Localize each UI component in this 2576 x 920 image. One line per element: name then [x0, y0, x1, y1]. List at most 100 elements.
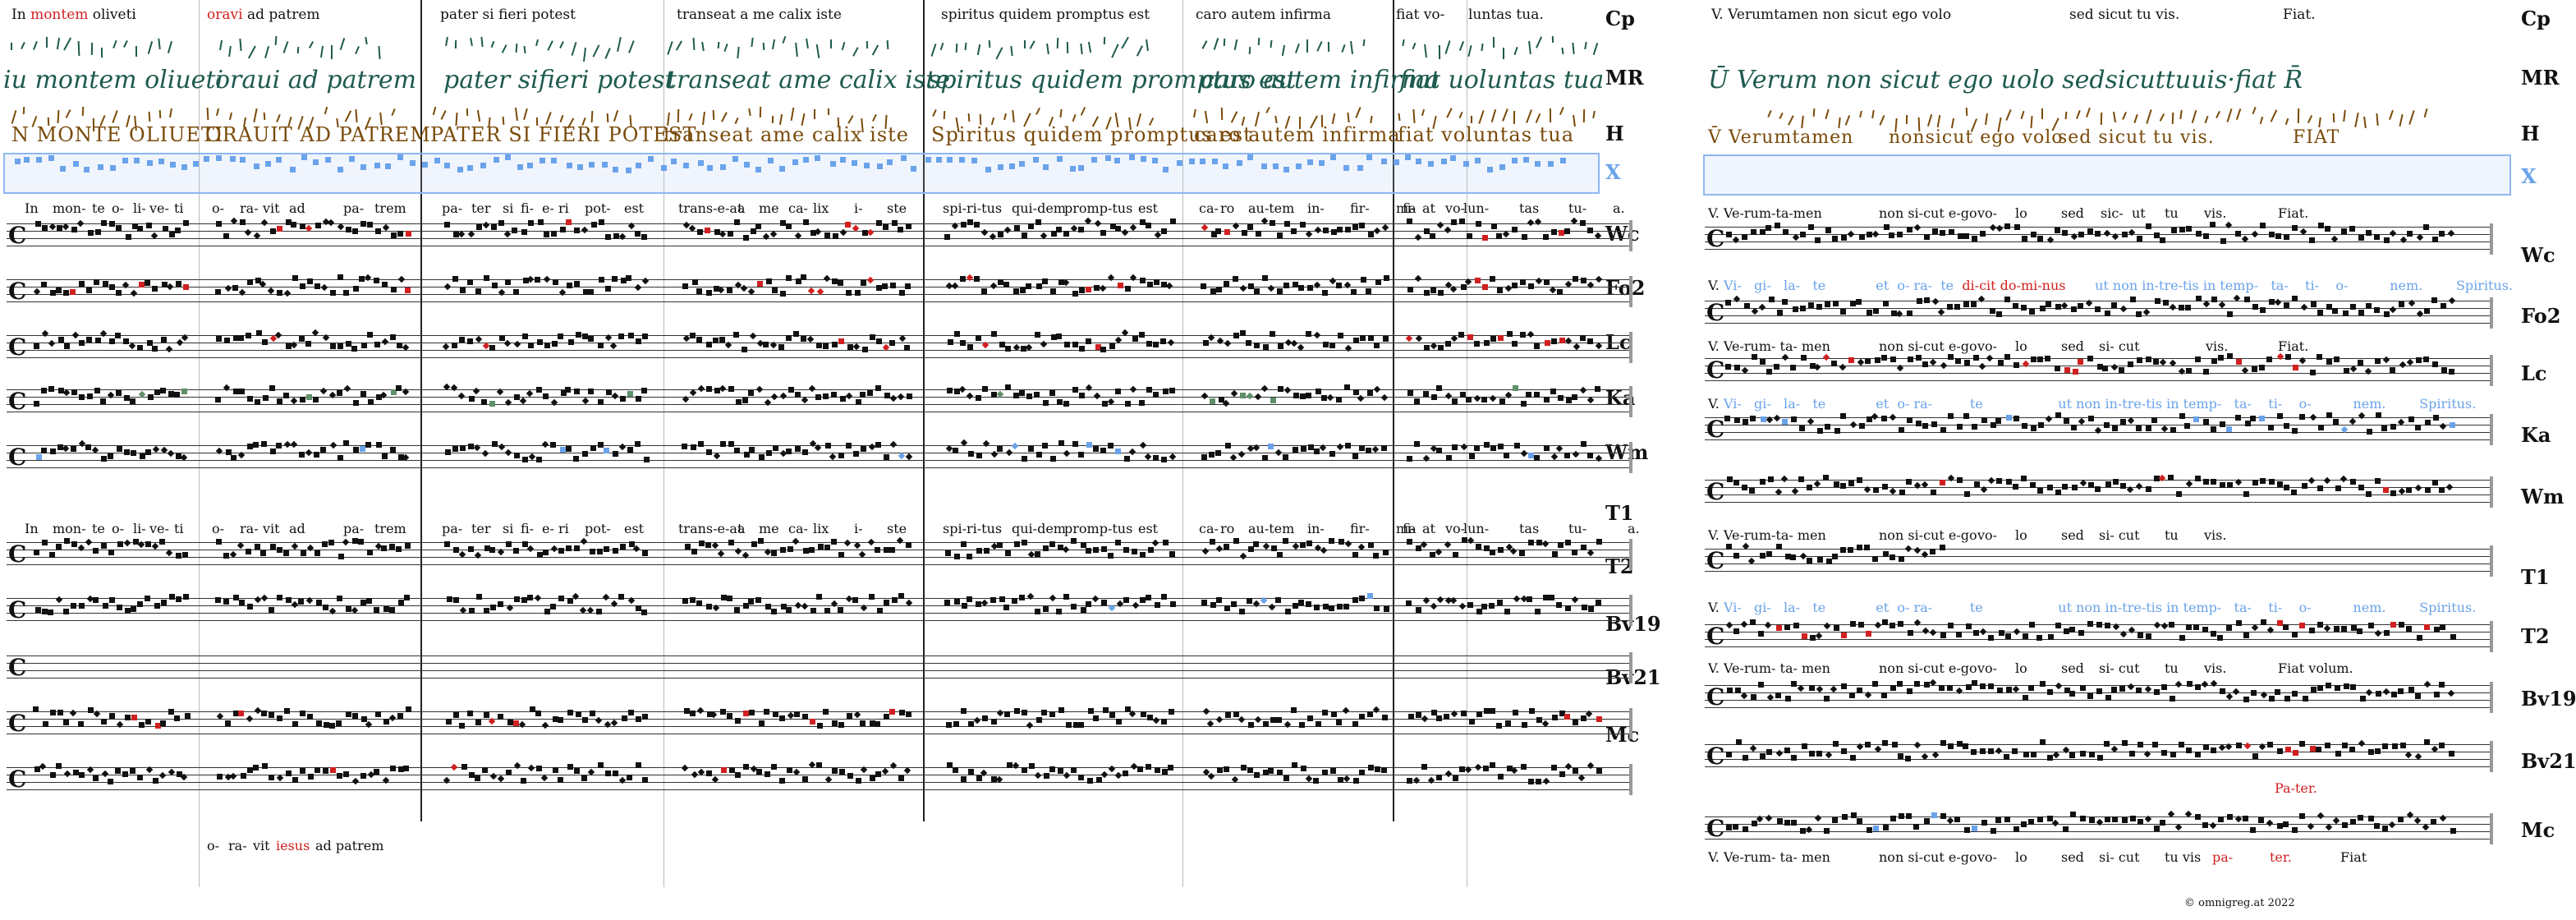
note — [2310, 301, 2317, 307]
note — [560, 447, 567, 453]
h-neume-mark — [1204, 110, 1209, 123]
syllable: et o- ra- te — [1825, 396, 1983, 412]
note — [261, 763, 268, 769]
note — [801, 336, 807, 342]
mr-neume-mark — [1136, 44, 1144, 56]
note — [315, 720, 322, 726]
note — [1586, 228, 1593, 233]
note — [1899, 490, 1905, 495]
note — [1481, 397, 1487, 402]
syllable: la- — [1770, 396, 1801, 412]
note — [1866, 827, 1872, 833]
clef-icon: C — [1706, 547, 1725, 574]
note — [49, 290, 56, 296]
note — [2069, 812, 2076, 817]
note — [2211, 297, 2217, 302]
note — [2334, 356, 2340, 362]
staff-end-bar — [1629, 442, 1632, 473]
clef-icon: C — [8, 444, 27, 471]
note — [876, 220, 883, 226]
note — [2399, 743, 2406, 748]
note — [558, 548, 565, 554]
note — [1916, 298, 1922, 304]
note — [1140, 552, 1146, 558]
note — [2326, 304, 2332, 310]
h-neume-mark — [1490, 109, 1496, 122]
note — [2136, 236, 2142, 242]
note — [822, 343, 829, 349]
note — [1724, 364, 1731, 370]
note — [71, 541, 77, 547]
note — [1474, 445, 1481, 451]
x-note — [109, 165, 116, 171]
note — [2441, 367, 2448, 373]
note — [1382, 336, 1389, 342]
h-neume-mark — [148, 112, 151, 122]
note — [1840, 683, 1847, 689]
staff-line — [7, 238, 1632, 239]
cp-text-part: pater si fieri potest — [440, 7, 576, 23]
note — [2283, 423, 2289, 429]
note — [2178, 742, 2184, 748]
note — [108, 550, 115, 555]
mr-neume-mark — [1306, 39, 1308, 53]
note — [734, 607, 741, 613]
note — [1840, 632, 1847, 638]
cp-text-part: montem — [30, 7, 89, 23]
syllable: ca- — [1199, 200, 1219, 216]
note — [2234, 231, 2241, 237]
note — [1239, 393, 1246, 398]
note — [2236, 743, 2243, 748]
clef-icon: C — [8, 334, 27, 361]
h-neume-mark — [712, 109, 715, 121]
note — [2422, 224, 2429, 230]
mr-neume-mark — [1029, 40, 1035, 50]
note — [2004, 354, 2011, 360]
left-panel: Cp MR H X Wc Fo2 Lc Ka Wm T1 T2 Bv19 Bv21 Mc In montem… — [3, 0, 1661, 887]
cp-segment: pater si fieri potest — [440, 7, 576, 23]
note — [1316, 721, 1322, 727]
h-neume-mark — [1072, 113, 1077, 122]
note — [550, 442, 556, 448]
note — [1159, 338, 1166, 344]
note — [2283, 485, 2289, 490]
note — [597, 399, 604, 405]
note — [803, 219, 810, 225]
note — [95, 338, 102, 343]
note — [1832, 817, 1839, 823]
note — [1042, 400, 1049, 406]
note — [1535, 779, 1541, 784]
note — [1823, 475, 1830, 481]
note — [284, 708, 291, 714]
note — [1381, 715, 1388, 720]
note — [1300, 393, 1306, 399]
note — [1079, 288, 1086, 293]
note — [1947, 354, 1954, 360]
note — [2383, 630, 2390, 636]
note — [56, 544, 62, 550]
note — [733, 332, 740, 338]
clef-icon: C — [8, 388, 27, 415]
x-note — [409, 160, 416, 166]
note — [402, 766, 409, 771]
syllable: Vi- — [1723, 396, 1742, 412]
note — [1544, 445, 1550, 451]
note — [1275, 597, 1282, 603]
note — [1224, 281, 1230, 287]
note — [1890, 685, 1896, 691]
syllable: vis. — [2204, 205, 2227, 221]
note — [728, 386, 734, 392]
x-note — [264, 161, 271, 167]
note — [1336, 397, 1343, 402]
note — [1586, 453, 1593, 458]
h-neume-mark — [2020, 110, 2025, 119]
note — [1790, 755, 1797, 761]
note — [33, 706, 39, 712]
note — [832, 720, 838, 726]
note — [360, 221, 367, 227]
note — [2184, 423, 2191, 429]
note — [643, 457, 650, 462]
x-note — [792, 159, 798, 165]
note — [889, 709, 896, 715]
note — [2252, 366, 2258, 372]
